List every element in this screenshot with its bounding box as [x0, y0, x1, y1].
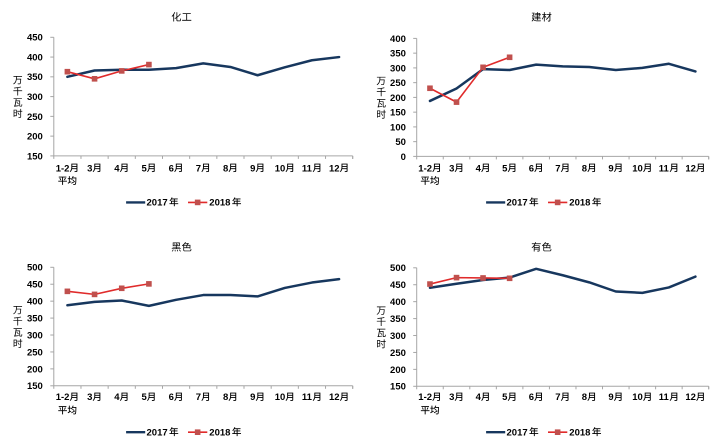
svg-text:1-2: 1-2 — [418, 392, 432, 403]
svg-text:2018: 2018 — [209, 427, 230, 438]
svg-text:200: 200 — [27, 132, 43, 143]
svg-text:5: 5 — [141, 163, 147, 174]
svg-text:2017: 2017 — [507, 427, 528, 438]
svg-text:500: 500 — [27, 263, 43, 274]
svg-text:4: 4 — [476, 163, 482, 174]
svg-text:3: 3 — [87, 392, 92, 403]
svg-text:2017: 2017 — [147, 198, 168, 209]
svg-text:12: 12 — [685, 392, 696, 403]
svg-text:12: 12 — [329, 392, 340, 403]
svg-text:5: 5 — [141, 392, 147, 403]
svg-text:250: 250 — [27, 347, 43, 358]
svg-text:400: 400 — [27, 297, 43, 308]
svg-text:150: 150 — [390, 108, 406, 119]
svg-text:150: 150 — [27, 381, 43, 392]
svg-text:10: 10 — [632, 163, 643, 174]
svg-text:1-2: 1-2 — [56, 163, 70, 174]
svg-text:4: 4 — [114, 392, 120, 403]
svg-text:9: 9 — [608, 392, 613, 403]
svg-text:12: 12 — [329, 163, 340, 174]
svg-text:3: 3 — [87, 163, 92, 174]
svg-text:2017: 2017 — [507, 198, 528, 209]
svg-text:400: 400 — [390, 297, 406, 308]
svg-text:2018: 2018 — [569, 198, 590, 209]
svg-text:50: 50 — [395, 137, 406, 148]
svg-text:300: 300 — [27, 92, 43, 103]
svg-text:500: 500 — [390, 263, 406, 274]
svg-text:300: 300 — [27, 330, 43, 341]
svg-text:11: 11 — [659, 392, 670, 403]
svg-text:3: 3 — [449, 163, 454, 174]
svg-text:5: 5 — [502, 163, 508, 174]
svg-text:11: 11 — [659, 163, 670, 174]
svg-text:0: 0 — [401, 152, 406, 163]
svg-text:2018: 2018 — [209, 198, 230, 209]
svg-text:250: 250 — [390, 348, 406, 359]
svg-text:350: 350 — [27, 313, 43, 324]
svg-text:200: 200 — [27, 364, 43, 375]
svg-text:9: 9 — [250, 392, 255, 403]
svg-text:6: 6 — [529, 163, 534, 174]
svg-text:200: 200 — [390, 93, 406, 104]
svg-text:250: 250 — [390, 78, 406, 89]
svg-text:4: 4 — [476, 392, 482, 403]
svg-text:8: 8 — [582, 392, 587, 403]
svg-text:100: 100 — [390, 122, 406, 133]
svg-text:7: 7 — [555, 163, 560, 174]
svg-text:2018: 2018 — [569, 427, 590, 438]
svg-text:3: 3 — [449, 392, 454, 403]
svg-text:8: 8 — [223, 163, 228, 174]
svg-text:6: 6 — [169, 392, 174, 403]
svg-text:150: 150 — [27, 151, 43, 162]
svg-text:4: 4 — [114, 163, 120, 174]
svg-text:6: 6 — [169, 163, 174, 174]
svg-text:6: 6 — [529, 392, 534, 403]
svg-text:150: 150 — [390, 382, 406, 393]
svg-text:11: 11 — [302, 392, 313, 403]
svg-text:400: 400 — [390, 34, 406, 45]
svg-text:8: 8 — [582, 163, 587, 174]
svg-text:450: 450 — [27, 33, 43, 44]
svg-text:350: 350 — [27, 72, 43, 83]
svg-text:9: 9 — [608, 163, 613, 174]
svg-text:11: 11 — [302, 163, 313, 174]
svg-text:5: 5 — [502, 392, 508, 403]
svg-text:450: 450 — [27, 280, 43, 291]
svg-text:8: 8 — [223, 392, 228, 403]
svg-text:300: 300 — [390, 331, 406, 342]
svg-text:450: 450 — [390, 280, 406, 291]
svg-text:350: 350 — [390, 49, 406, 60]
svg-text:250: 250 — [27, 112, 43, 123]
svg-text:350: 350 — [390, 314, 406, 325]
svg-text:9: 9 — [250, 163, 255, 174]
svg-text:10: 10 — [632, 392, 643, 403]
svg-text:7: 7 — [555, 392, 560, 403]
svg-text:2017: 2017 — [147, 427, 168, 438]
svg-text:12: 12 — [685, 163, 696, 174]
svg-text:200: 200 — [390, 365, 406, 376]
svg-text:1-2: 1-2 — [56, 392, 70, 403]
svg-text:300: 300 — [390, 63, 406, 74]
svg-text:10: 10 — [275, 392, 286, 403]
svg-text:7: 7 — [196, 163, 201, 174]
svg-text:7: 7 — [196, 392, 201, 403]
svg-text:10: 10 — [275, 163, 286, 174]
svg-text:400: 400 — [27, 52, 43, 63]
svg-text:1-2: 1-2 — [418, 163, 432, 174]
